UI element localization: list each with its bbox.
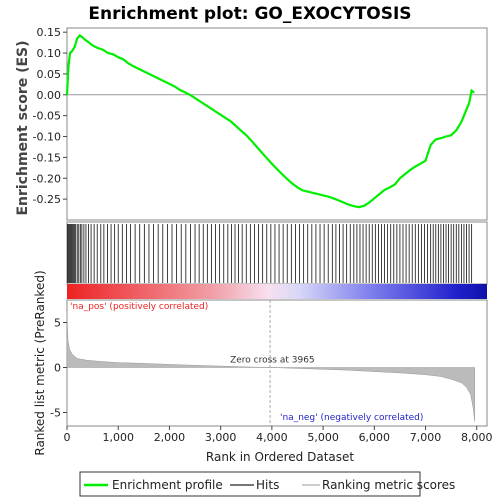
- x-tick-label: 2,000: [154, 431, 186, 444]
- x-axis-label: Rank in Ordered Dataset: [206, 450, 354, 464]
- es-y-tick-label: 0.05: [37, 68, 62, 81]
- zero-cross-label: Zero cross at 3965: [230, 356, 315, 366]
- x-axis: 0 1,000 2,000 3,000 4,000 5,000 6,000 7,000 8,00…: [64, 426, 493, 444]
- es-y-tick-label: -0.20: [33, 172, 61, 185]
- enrichment-profile-line: [65, 34, 475, 209]
- x-tick-label: 0: [64, 431, 71, 444]
- x-tick-label: 1,000: [102, 431, 134, 444]
- x-tick-label: 4,000: [256, 431, 288, 444]
- metric-y-tick-label: 5: [54, 317, 61, 330]
- hits-panel: [66, 221, 488, 285]
- chart-title: Enrichment plot: GO_EXOCYTOSIS: [88, 4, 411, 24]
- metric-y-axis-label: Ranked list metric (PreRanked): [33, 270, 47, 455]
- metric-y-tick-label: -5: [50, 407, 61, 420]
- es-y-axis: 0.15 0.10 0.05 0.00 -0.05 -0.10 -0.15 -0.20 -0.2…: [33, 26, 67, 206]
- es-y-tick-label: 0.00: [37, 89, 62, 102]
- x-tick-label: 7,000: [410, 431, 442, 444]
- ranking-metric-area: [66, 313, 475, 422]
- legend-metric-label: Ranking metric scores: [322, 478, 455, 492]
- es-y-tick-label: -0.10: [33, 131, 61, 144]
- legend-hits-label: Hits: [256, 478, 279, 492]
- es-y-tick-label: -0.15: [33, 151, 61, 164]
- hits-marks: [67, 224, 473, 283]
- x-tick-label: 8,000: [461, 431, 493, 444]
- metric-y-axis: 5 0 -5: [50, 317, 67, 420]
- es-y-axis-label: Enrichment score (ES): [15, 40, 31, 215]
- pos-correlated-label: 'na_pos' (positively correlated): [70, 302, 208, 312]
- x-tick-label: 6,000: [359, 431, 391, 444]
- legend-profile-label: Enrichment profile: [112, 478, 223, 492]
- es-y-tick-label: -0.25: [33, 193, 61, 206]
- ranking-color-bar: [67, 284, 487, 299]
- neg-correlated-label: 'na_neg' (negatively correlated): [280, 413, 423, 423]
- es-y-tick-label: 0.10: [37, 47, 62, 60]
- x-tick-label: 3,000: [205, 431, 237, 444]
- es-y-tick-label: -0.05: [33, 110, 61, 123]
- es-plot-area: [66, 27, 488, 221]
- es-y-tick-label: 0.15: [37, 26, 62, 39]
- metric-y-tick-label: 0: [54, 362, 61, 375]
- x-tick-label: 5,000: [307, 431, 339, 444]
